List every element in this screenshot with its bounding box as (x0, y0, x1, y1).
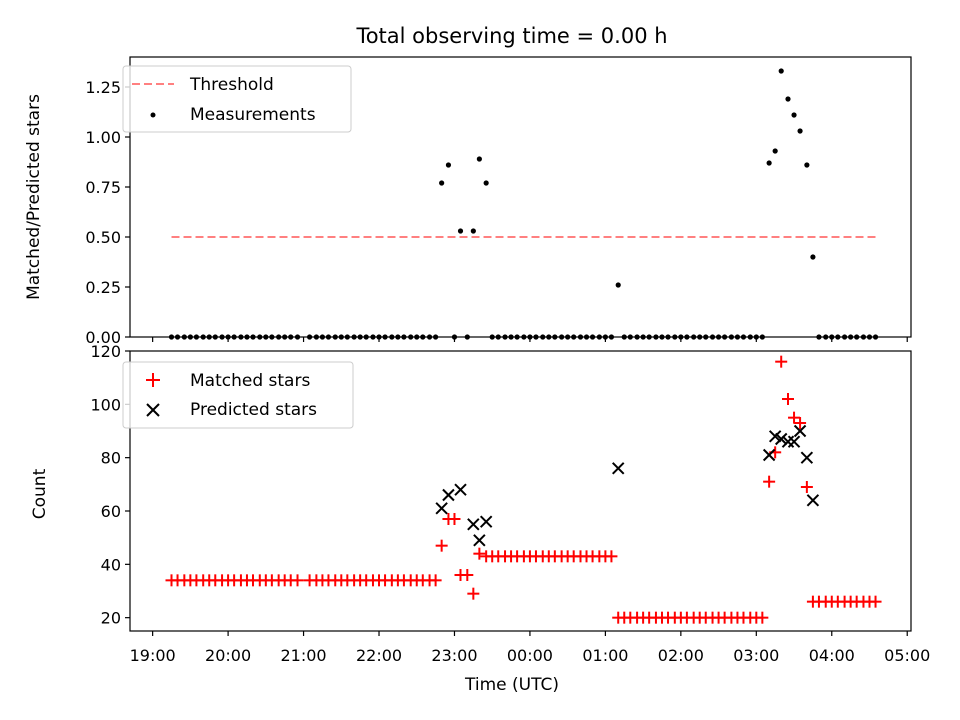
measurement-point (791, 112, 797, 118)
bottom-axes-frame (129, 350, 912, 632)
chart-title: Total observing time = 0.00 h (355, 24, 667, 48)
matched-star-point (467, 587, 480, 600)
x-tick-label: 21:00 (281, 646, 327, 665)
measurement-point (810, 254, 816, 260)
matched-star-point (605, 550, 618, 563)
legend-matched-swatch (146, 373, 160, 387)
bottom-plot-marks (165, 355, 882, 624)
x-tick-label: 19:00 (130, 646, 176, 665)
top-y-tick-label: 0.00 (85, 328, 121, 347)
matched-star-point (800, 481, 813, 493)
x-tick-label: 01:00 (582, 646, 628, 665)
top-panel: 0.00 0.25 0.50 0.75 1.00 1.25 Matched/Predict… (24, 56, 912, 347)
measurement-point (772, 148, 778, 154)
legend-measurements-swatch (150, 112, 156, 118)
matched-star-point (461, 569, 474, 581)
measurement-point (457, 228, 464, 234)
matched-star-point (429, 574, 442, 587)
measurement-point (785, 96, 791, 102)
x-tick-label: 00:00 (507, 646, 553, 665)
top-y-axis-label: Matched/Predicted stars (24, 94, 44, 300)
matched-star-point (782, 393, 795, 405)
predicted-star-point (612, 462, 625, 475)
top-axis-ticks: 0.00 0.25 0.50 0.75 1.00 1.25 (85, 78, 908, 347)
legend-measurements-label: Measurements (190, 105, 316, 125)
measurement-point (445, 162, 452, 168)
bottom-y-tick-label: 100 (90, 395, 121, 414)
matched-star-point (756, 611, 769, 624)
predicted-star-point (787, 435, 801, 448)
bottom-y-tick-label: 60 (101, 502, 121, 521)
predicted-star-point (479, 515, 493, 528)
legend-threshold-label: Threshold (189, 75, 274, 95)
predicted-star-point (435, 502, 448, 515)
predicted-star-point (793, 424, 807, 438)
top-axes-frame (129, 56, 912, 338)
top-y-tick-label: 1.25 (85, 78, 121, 97)
top-y-tick-label: 0.75 (85, 178, 121, 197)
x-tick-label: 22:00 (356, 646, 402, 665)
top-y-tick-label: 0.50 (85, 228, 121, 247)
predicted-star-point (806, 494, 820, 507)
measurement-point (439, 180, 445, 186)
measurement-point (797, 128, 803, 134)
measurement-point (766, 160, 772, 166)
measurement-point (483, 180, 489, 186)
measurement-point (476, 156, 482, 162)
bottom-y-tick-label: 80 (101, 449, 121, 468)
top-y-tick-label: 1.00 (85, 128, 121, 147)
predicted-star-point (467, 518, 480, 531)
legend-matched-label: Matched stars (190, 371, 310, 391)
predicted-star-point (775, 432, 788, 446)
measurement-point (804, 162, 810, 168)
x-tick-label: 02:00 (658, 646, 704, 665)
legend-predicted-swatch (146, 403, 160, 417)
bottom-y-axis-label: Count (30, 468, 50, 519)
x-tick-label: 03:00 (733, 646, 779, 665)
bottom-y-tick-label: 40 (101, 555, 121, 574)
x-tick-label: 04:00 (809, 646, 855, 665)
matched-star-point (473, 547, 486, 560)
x-tick-label: 23:00 (431, 646, 477, 665)
predicted-star-point (800, 451, 814, 464)
x-axis-label: Time (UTC) (464, 675, 559, 695)
bottom-y-tick-label: 20 (101, 609, 121, 628)
predicted-star-point (473, 534, 486, 547)
predicted-star-point (442, 488, 455, 502)
measurement-point (778, 68, 784, 74)
matched-star-point (775, 355, 788, 368)
legend-predicted-label: Predicted stars (190, 400, 317, 420)
predicted-star-point (762, 448, 776, 462)
matched-star-point (435, 539, 448, 552)
bottom-y-tick-label: 120 (90, 342, 121, 361)
matched-star-point (794, 417, 807, 429)
measurement-point (470, 228, 476, 234)
matched-star-point (869, 595, 882, 608)
matched-star-point (291, 574, 304, 587)
matched-star-point (763, 475, 776, 488)
matched-star-point (788, 411, 801, 424)
top-legend: Threshold Measurements (122, 65, 352, 133)
measurement-point (615, 282, 621, 288)
matched-star-point (448, 513, 461, 525)
predicted-star-point (454, 483, 467, 496)
bottom-axis-ticks: 20 40 60 80 100 120 19:00 20:00 21:00 22:00 23:00 0… (90, 342, 930, 665)
top-y-tick-label: 0.25 (85, 278, 121, 297)
bottom-panel: 20 40 60 80 100 120 19:00 20:00 21:00 22:00 23:00 0… (30, 342, 930, 695)
x-tick-label: 20:00 (205, 646, 251, 665)
x-tick-label: 05:00 (884, 646, 930, 665)
bottom-legend: Matched stars Predicted stars (122, 361, 354, 429)
